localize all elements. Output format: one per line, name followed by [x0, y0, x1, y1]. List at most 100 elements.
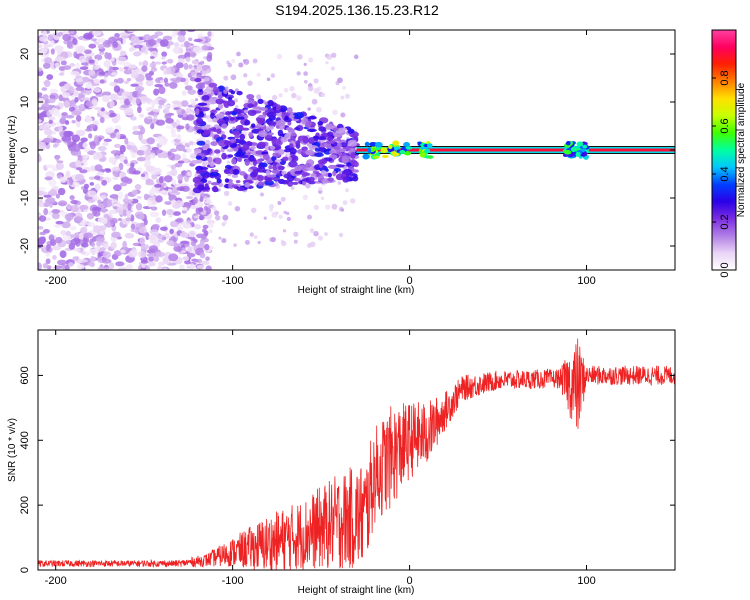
heatmap-cell [109, 112, 117, 118]
heatmap-cell [257, 174, 264, 182]
heatmap-cell [287, 156, 292, 161]
heatmap-cell [302, 136, 309, 144]
heatmap-cell [329, 149, 339, 155]
heatmap-cell [145, 78, 154, 87]
heatmap-cell [169, 220, 179, 228]
heatmap-cell [221, 238, 227, 244]
heatmap-cell [277, 129, 284, 137]
heatmap-cell [302, 194, 308, 201]
heatmap-cell [177, 160, 185, 164]
heatmap-cell [235, 116, 245, 120]
heatmap-cell [111, 61, 117, 66]
heatmap-cell [125, 217, 131, 222]
heatmap-cell [582, 144, 588, 149]
heatmap-cell [140, 267, 147, 270]
heatmap-cell [102, 251, 112, 259]
heatmap-cell [99, 247, 106, 252]
heatmap-cell [75, 86, 85, 91]
heatmap-cell [167, 188, 172, 193]
heatmap-cell [232, 168, 240, 176]
heatmap-cell [60, 85, 66, 93]
heatmap-cell [204, 183, 209, 190]
heatmap-cell [46, 74, 54, 80]
colorbar-ticks: 0.0 0.2 0.4 0.6 0.8 [712, 70, 731, 278]
heatmap-cell [113, 85, 121, 93]
heatmap-cell [238, 62, 244, 68]
heatmap-cell [43, 194, 52, 198]
heatmap-cell [236, 186, 245, 192]
colorbar-tick-label: 0.4 [719, 166, 731, 181]
heatmap-cell [85, 81, 93, 90]
heatmap-cell [158, 86, 166, 95]
heatmap-cell [369, 142, 377, 147]
heatmap-cell [103, 60, 111, 68]
heatmap-cell [231, 58, 236, 63]
heatmap-cell [55, 139, 62, 144]
heatmap-cell [280, 136, 288, 143]
heatmap-cell [313, 204, 319, 211]
heatmap-cell [265, 126, 271, 132]
heatmap-cell [227, 62, 233, 68]
heatmap-cell [126, 112, 134, 116]
heatmap-cell [119, 172, 126, 177]
heatmap-cell [124, 193, 129, 202]
heatmap-cell [74, 97, 79, 103]
heatmap-cell [123, 80, 130, 85]
heatmap-cell [341, 156, 350, 164]
heatmap-cell [256, 72, 261, 77]
heatmap-cell [61, 112, 68, 116]
heatmap-cell [38, 189, 44, 197]
heatmap-cell [216, 178, 222, 184]
heatmap-cell [113, 250, 122, 257]
heatmap-cell [229, 117, 235, 121]
heatmap-cell [139, 145, 149, 151]
heatmap-cell [281, 156, 289, 162]
heatmap-cell [258, 107, 269, 111]
heatmap-cell [50, 48, 55, 55]
heatmap-cell [303, 71, 309, 76]
heatmap-cell [143, 218, 148, 226]
heatmap-cell [193, 38, 203, 43]
heatmap-cell [153, 183, 162, 188]
heatmap-cell [194, 77, 202, 83]
heatmap-cell [191, 241, 197, 247]
heatmap-cell [65, 120, 70, 125]
heatmap-cell [80, 226, 88, 234]
heatmap-cell [167, 58, 174, 64]
heatmap-cell [349, 198, 356, 204]
heatmap-cell [100, 107, 105, 112]
heatmap-cell [225, 111, 232, 116]
heatmap-cell [403, 141, 411, 147]
heatmap-cell [205, 265, 212, 270]
heatmap-cell [101, 179, 108, 186]
heatmap-cell [83, 148, 90, 152]
heatmap-cell [188, 188, 193, 197]
heatmap-cell [187, 246, 193, 253]
heatmap-cell [145, 182, 155, 186]
heatmap-cell [199, 196, 204, 203]
heatmap-cell [270, 73, 276, 78]
heatmap-cell [181, 109, 186, 115]
heatmap-cell [182, 256, 190, 262]
heatmap-cell [271, 138, 282, 145]
heatmap-cell [48, 119, 54, 124]
heatmap-cell [247, 156, 256, 162]
heatmap-cell [160, 39, 169, 47]
heatmap-cell [139, 95, 149, 102]
heatmap-cell [293, 178, 301, 182]
heatmap-cell [196, 129, 205, 134]
heatmap-cell [223, 75, 229, 81]
heatmap-cell [146, 137, 156, 145]
heatmap-cell [260, 162, 268, 168]
heatmap-cell [97, 199, 102, 204]
heatmap-cell [192, 46, 202, 54]
heatmap-cell [51, 209, 60, 214]
heatmap-cell [94, 175, 101, 180]
heatmap-cell [174, 200, 185, 208]
heatmap-cell [201, 65, 208, 72]
heatmap-cell [78, 55, 86, 63]
figure-title: S194.2025.136.15.23.R12 [275, 2, 439, 18]
colorbar-gradient [712, 30, 736, 270]
heatmap-cell [237, 113, 244, 118]
